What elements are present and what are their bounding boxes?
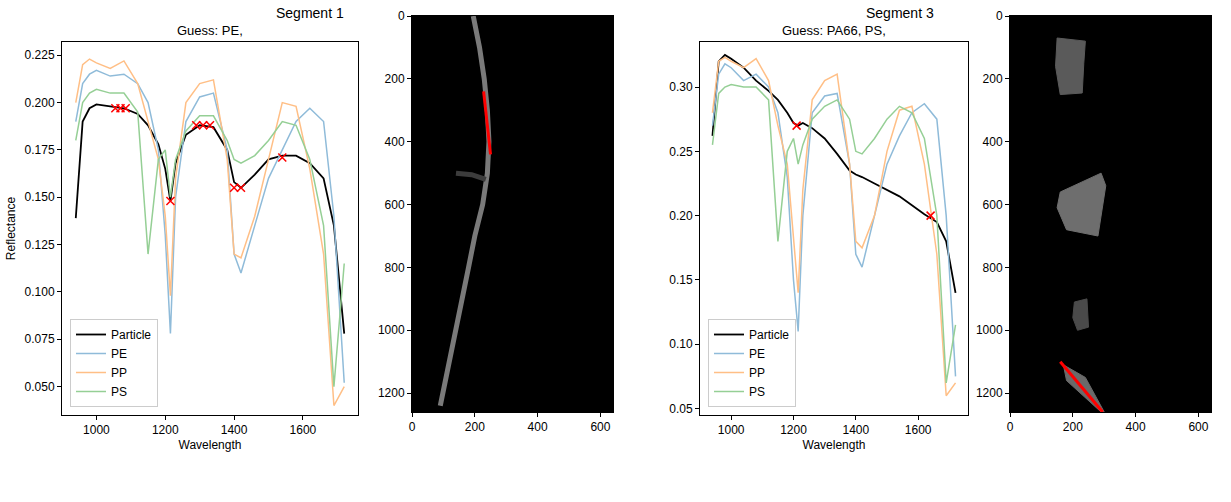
- svg-text:0.30: 0.30: [669, 80, 693, 94]
- svg-text:800: 800: [385, 261, 405, 275]
- svg-text:0.050: 0.050: [25, 380, 55, 394]
- svg-text:PE: PE: [749, 347, 765, 361]
- svg-text:600: 600: [983, 198, 1003, 212]
- svg-text:Reflectance: Reflectance: [4, 196, 18, 260]
- svg-text:200: 200: [465, 420, 485, 434]
- svg-text:Particle: Particle: [749, 328, 789, 342]
- svg-text:400: 400: [1126, 420, 1146, 434]
- svg-text:0.15: 0.15: [669, 273, 693, 287]
- svg-text:400: 400: [983, 135, 1003, 149]
- svg-text:200: 200: [983, 72, 1003, 86]
- svg-text:1400: 1400: [221, 423, 248, 437]
- svg-text:1000: 1000: [976, 323, 1003, 337]
- svg-text:600: 600: [1188, 420, 1208, 434]
- svg-text:0.100: 0.100: [25, 285, 55, 299]
- svg-text:Segment 1: Segment 1: [276, 5, 344, 21]
- svg-text:200: 200: [1063, 420, 1083, 434]
- svg-text:0: 0: [398, 9, 405, 23]
- svg-text:0.225: 0.225: [25, 48, 55, 62]
- svg-text:1200: 1200: [976, 386, 1003, 400]
- svg-text:Segment 3: Segment 3: [866, 5, 934, 21]
- svg-text:600: 600: [590, 420, 610, 434]
- svg-text:PP: PP: [111, 366, 127, 380]
- svg-text:400: 400: [385, 135, 405, 149]
- svg-text:0.20: 0.20: [669, 209, 693, 223]
- svg-text:200: 200: [385, 72, 405, 86]
- svg-text:0.05: 0.05: [669, 402, 693, 416]
- svg-text:0.075: 0.075: [25, 332, 55, 346]
- svg-text:0.25: 0.25: [669, 145, 693, 159]
- svg-text:PP: PP: [749, 366, 765, 380]
- svg-text:0.175: 0.175: [25, 143, 55, 157]
- svg-text:1600: 1600: [905, 423, 932, 437]
- svg-text:800: 800: [983, 261, 1003, 275]
- svg-text:Guess: PE,: Guess: PE,: [177, 23, 243, 38]
- svg-text:0: 0: [996, 9, 1003, 23]
- svg-text:0: 0: [1007, 420, 1014, 434]
- svg-text:0.200: 0.200: [25, 96, 55, 110]
- svg-text:1000: 1000: [718, 423, 745, 437]
- svg-text:1200: 1200: [378, 386, 405, 400]
- svg-text:Particle: Particle: [111, 328, 151, 342]
- svg-text:1000: 1000: [83, 423, 110, 437]
- svg-text:PS: PS: [749, 385, 765, 399]
- svg-text:1600: 1600: [290, 423, 317, 437]
- svg-text:Guess: PA66, PS,: Guess: PA66, PS,: [782, 23, 886, 38]
- svg-text:PS: PS: [111, 385, 127, 399]
- svg-text:1400: 1400: [842, 423, 869, 437]
- svg-text:0: 0: [409, 420, 416, 434]
- svg-text:400: 400: [528, 420, 548, 434]
- svg-text:Wavelength: Wavelength: [179, 438, 242, 452]
- svg-text:0.125: 0.125: [25, 238, 55, 252]
- svg-text:0.150: 0.150: [25, 190, 55, 204]
- svg-text:1000: 1000: [378, 323, 405, 337]
- svg-text:PE: PE: [111, 347, 127, 361]
- svg-text:600: 600: [385, 198, 405, 212]
- svg-text:1200: 1200: [780, 423, 807, 437]
- svg-text:Wavelength: Wavelength: [803, 438, 866, 452]
- svg-text:0.10: 0.10: [669, 337, 693, 351]
- svg-text:1200: 1200: [152, 423, 179, 437]
